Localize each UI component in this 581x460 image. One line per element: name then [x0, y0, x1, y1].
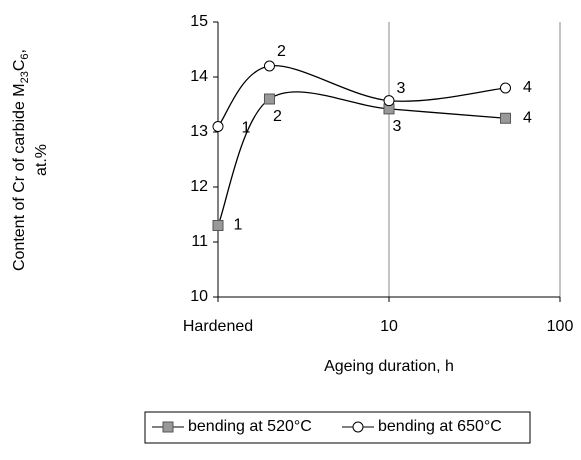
series-line: [217, 65, 506, 127]
legend-marker: [352, 421, 364, 433]
series-line: [217, 91, 506, 226]
x-tick-label: Hardened: [183, 318, 253, 335]
y-tick-label: 12: [190, 178, 208, 195]
marker: [263, 93, 275, 105]
marker: [499, 82, 511, 94]
y-axis-label-line2: at.%: [33, 144, 50, 176]
point-label: 3: [393, 118, 402, 135]
point-label: 2: [273, 108, 282, 125]
legend-label: bending at 650°C: [378, 418, 502, 435]
x-axis-label: Ageing duration, h: [324, 358, 454, 375]
y-tick-label: 13: [190, 123, 208, 140]
y-tick-label: 11: [191, 233, 208, 250]
marker: [263, 60, 275, 72]
y-axis-label: Content of Cr of carbide M23C6,: [11, 49, 31, 271]
x-tick-label: 100: [547, 318, 574, 335]
point-label: 4: [523, 79, 532, 96]
legend-label: bending at 520°C: [188, 418, 312, 435]
marker: [499, 112, 511, 124]
point-label: 1: [234, 217, 243, 234]
legend-box: [144, 411, 531, 444]
y-tick-label: 10: [190, 288, 208, 305]
y-tick-label: 14: [190, 68, 208, 85]
point-label: 1: [242, 120, 251, 137]
point-label: 3: [397, 80, 406, 97]
legend-marker: [162, 421, 174, 433]
point-label: 2: [277, 43, 286, 60]
marker: [212, 220, 224, 231]
marker: [383, 95, 395, 107]
x-tick-label: 10: [380, 318, 398, 335]
marker: [212, 121, 224, 132]
point-label: 4: [523, 109, 532, 126]
y-tick-label: 15: [190, 13, 208, 30]
